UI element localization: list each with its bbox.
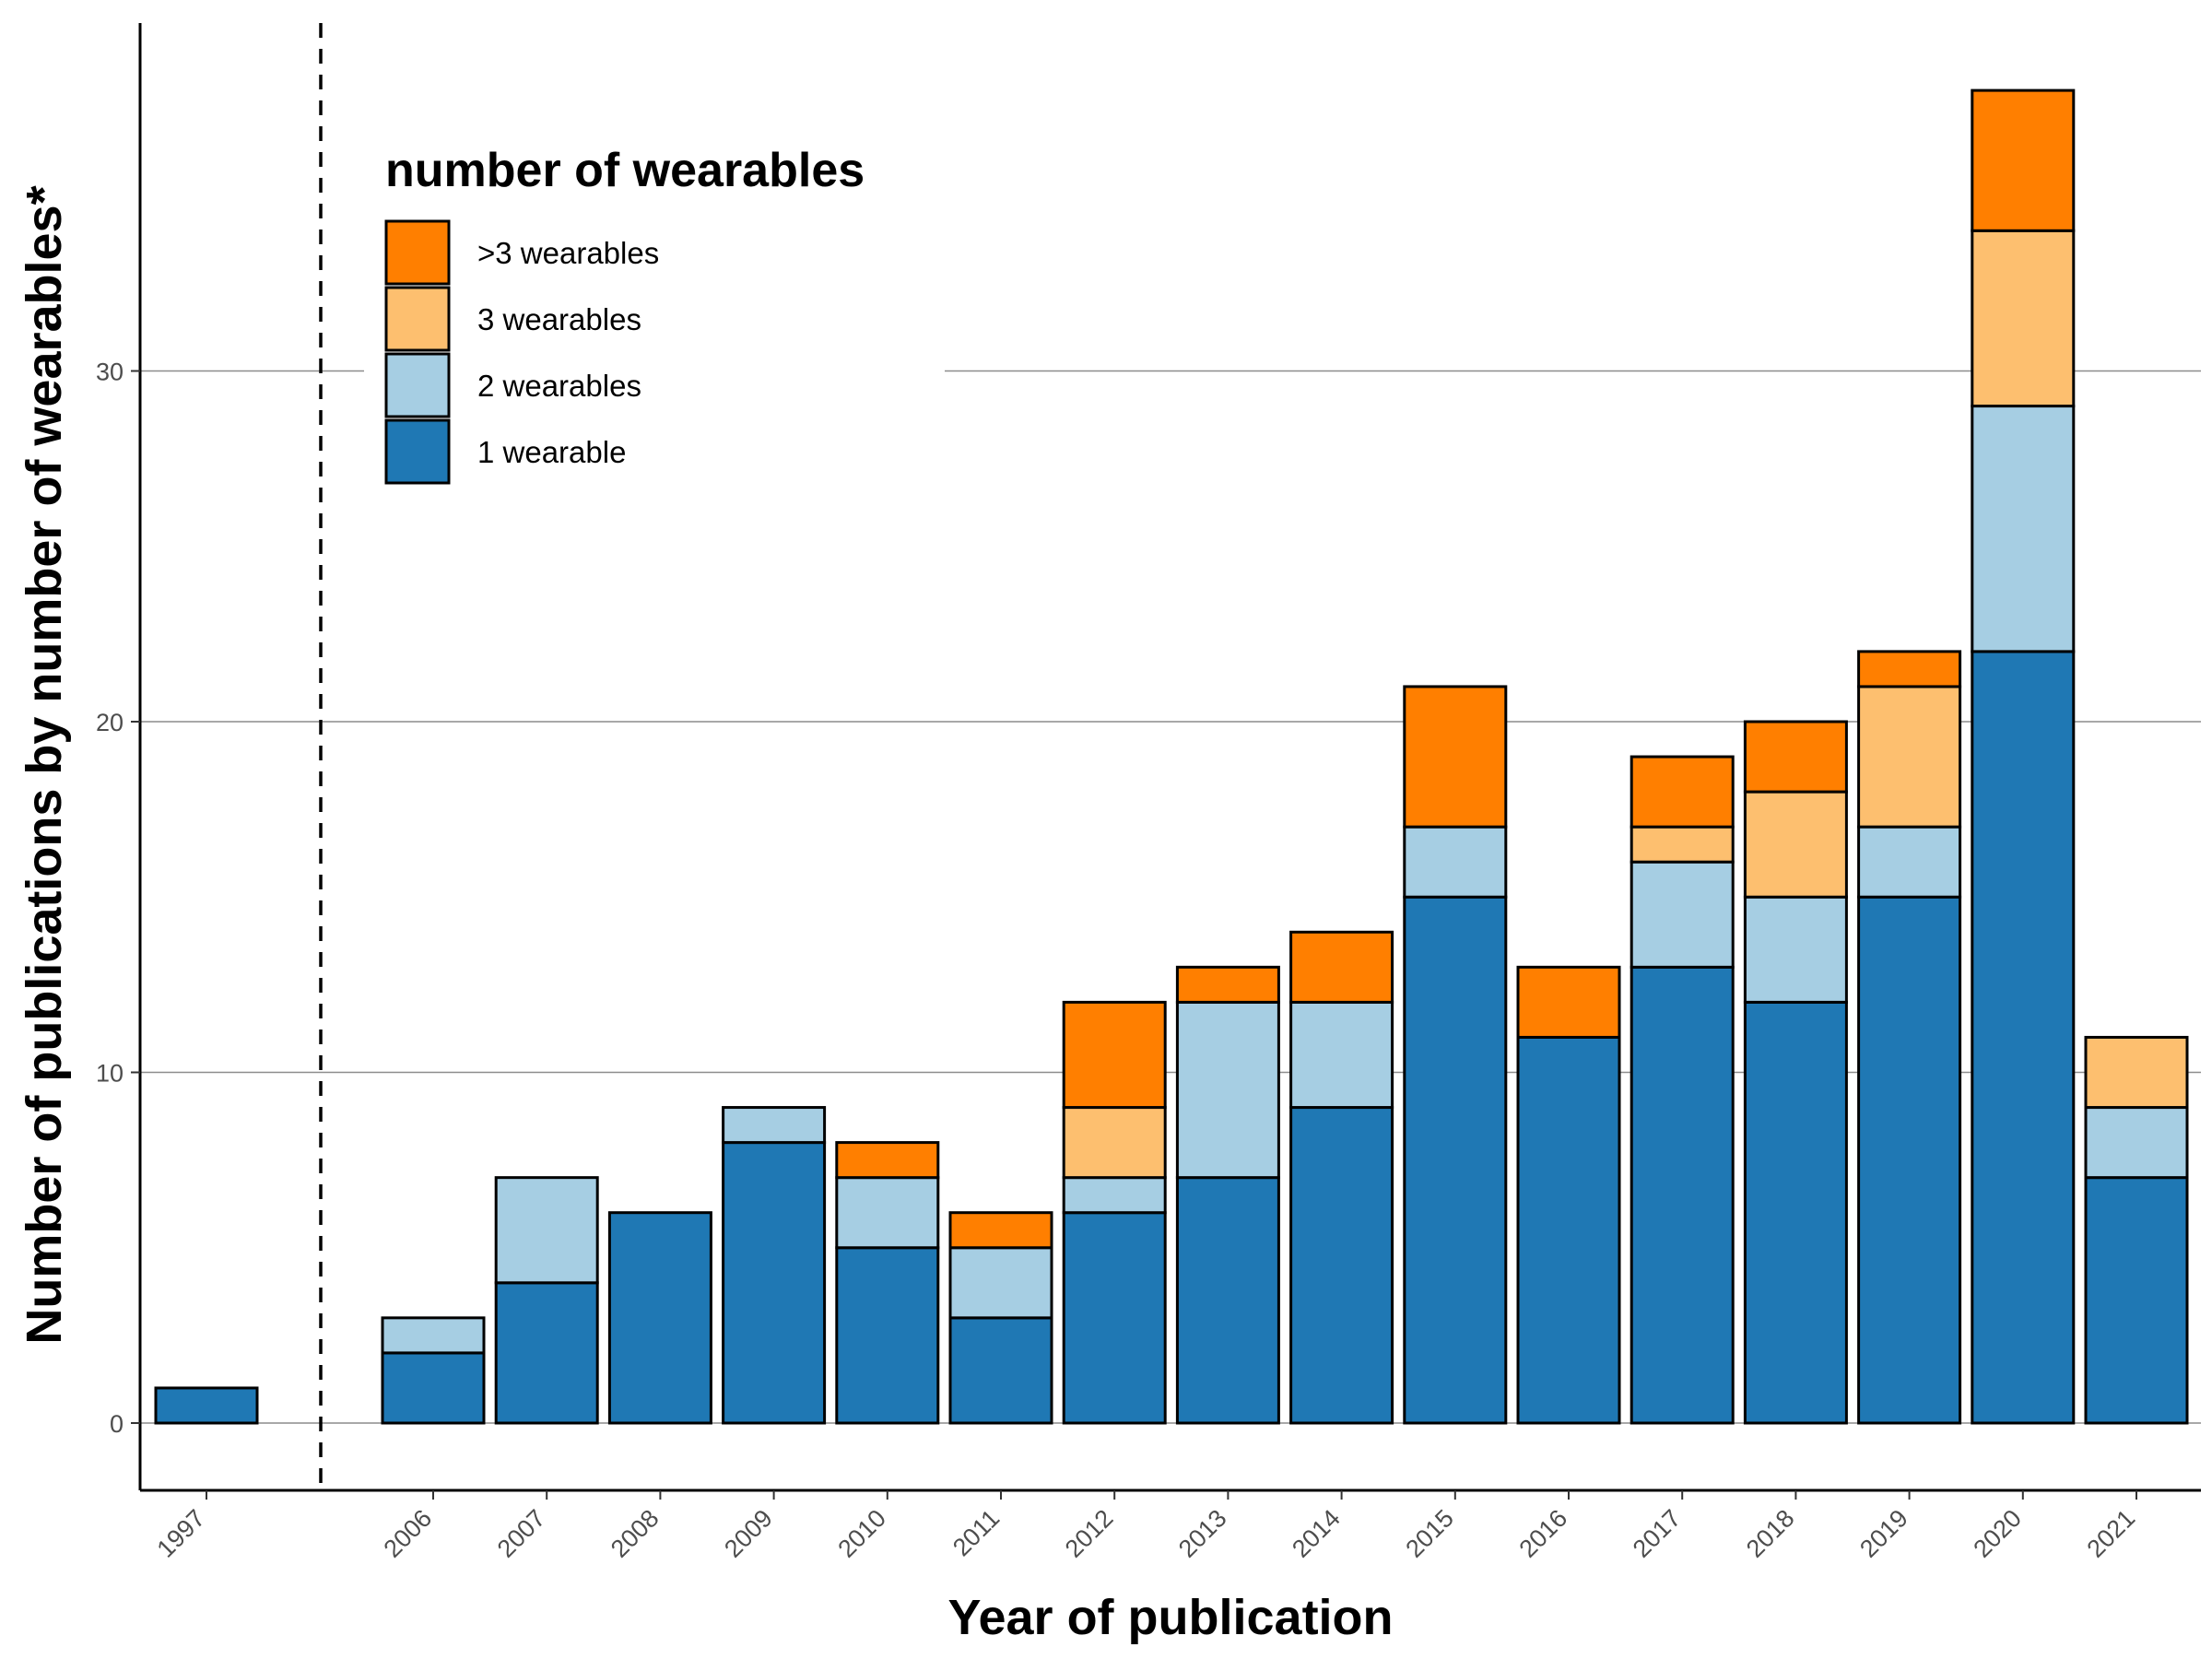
x-tick-label: 2008 (606, 1504, 665, 1563)
x-axis-title: Year of publication (947, 1590, 1393, 1645)
legend-swatch (384, 286, 451, 352)
legend: number of wearables >3 wearables 3 wearab… (364, 129, 945, 498)
bar-segment (1403, 825, 1508, 899)
legend-label: 3 wearables (477, 302, 641, 336)
bar-segment (1516, 965, 1621, 1039)
x-tick-label: 2006 (379, 1504, 438, 1563)
y-tick-label: 0 (110, 1410, 124, 1438)
bar-segment (1403, 895, 1508, 1425)
bar-segment (607, 1211, 712, 1425)
bar-segment (154, 1386, 259, 1425)
x-tick-label: 2014 (1287, 1504, 1346, 1563)
bar-segment (1743, 895, 1848, 1004)
y-tick-label: 30 (96, 359, 124, 386)
bar-segment (1743, 790, 1848, 899)
bar-segment (948, 1211, 1053, 1250)
x-tick-label: 2015 (1400, 1504, 1459, 1563)
x-tick-label: 2013 (1173, 1504, 1232, 1563)
bar-segment (1971, 405, 2076, 653)
x-tick-label: 2020 (1968, 1504, 2027, 1563)
bars (154, 88, 2189, 1425)
legend-swatch (384, 219, 451, 286)
bar-segment (1175, 965, 1280, 1004)
bar-segment (1857, 895, 1962, 1425)
bar-segment (1857, 650, 1962, 688)
bar-segment (381, 1316, 486, 1355)
legend-label: >3 wearables (477, 236, 659, 270)
bar-segment (948, 1246, 1053, 1320)
bar-segment (835, 1141, 940, 1180)
bar-segment (1289, 930, 1394, 1004)
x-tick-label: 1997 (152, 1504, 211, 1563)
bar-segment (1630, 965, 1735, 1425)
legend-title: number of wearables (385, 144, 865, 197)
bar-segment (1516, 1035, 1621, 1425)
bar-segment (494, 1281, 599, 1425)
y-tick-label: 20 (96, 709, 124, 736)
bar-segment (1630, 755, 1735, 829)
bar-segment (381, 1351, 486, 1425)
bar-segment (835, 1176, 940, 1250)
x-tick-label: 2009 (719, 1504, 778, 1563)
bar-segment (722, 1106, 827, 1145)
x-tick-label: 2016 (1514, 1504, 1573, 1563)
y-axis-title: Number of publications by number of wear… (17, 185, 72, 1344)
x-tick-label: 2010 (832, 1504, 891, 1563)
bar-segment (2084, 1106, 2189, 1180)
legend-background (364, 129, 945, 498)
legend-label: 2 wearables (477, 369, 641, 403)
bar-segment (948, 1316, 1053, 1425)
bar-segment (1743, 1000, 1848, 1425)
bar-segment (1971, 88, 2076, 232)
bar-segment (1630, 825, 1735, 864)
x-tick-label: 2007 (492, 1504, 551, 1563)
bar-segment (835, 1246, 940, 1425)
bar-segment (1062, 1211, 1167, 1425)
x-tick-label: 2018 (1741, 1504, 1800, 1563)
y-tick-label: 10 (96, 1060, 124, 1088)
bar-segment (1289, 1000, 1394, 1110)
bar-segment (1971, 650, 2076, 1425)
x-tick-label: 2011 (947, 1504, 1005, 1561)
bar-segment (1630, 860, 1735, 969)
x-tick-label: 2017 (1628, 1504, 1687, 1563)
y-axis-ticks: 0 10 20 30 (96, 359, 140, 1438)
x-axis-ticks: 1997 2006 2007 2008 2009 2010 2011 2012 2013 2014… (152, 1490, 2141, 1563)
bar-segment (1289, 1106, 1394, 1425)
bar-segment (2084, 1035, 2189, 1110)
x-tick-label: 2012 (1060, 1504, 1119, 1563)
legend-swatch (384, 418, 451, 485)
legend-swatch (384, 352, 451, 418)
bar-segment (2084, 1176, 2189, 1425)
bar-segment (1175, 1000, 1280, 1180)
bar-segment (1857, 825, 1962, 899)
bar-segment (722, 1141, 827, 1425)
x-tick-label: 2021 (2082, 1504, 2141, 1563)
bar-segment (1403, 685, 1508, 829)
x-tick-label: 2019 (1854, 1504, 1913, 1563)
legend-label: 1 wearable (477, 435, 626, 469)
bar-segment (1062, 1000, 1167, 1110)
bar-segment (494, 1176, 599, 1285)
bar-segment (1175, 1176, 1280, 1425)
bar-segment (1971, 229, 2076, 408)
bar-segment (1062, 1176, 1167, 1215)
bar-segment (1743, 720, 1848, 794)
bar-segment (1062, 1106, 1167, 1180)
bar-segment (1857, 685, 1962, 829)
